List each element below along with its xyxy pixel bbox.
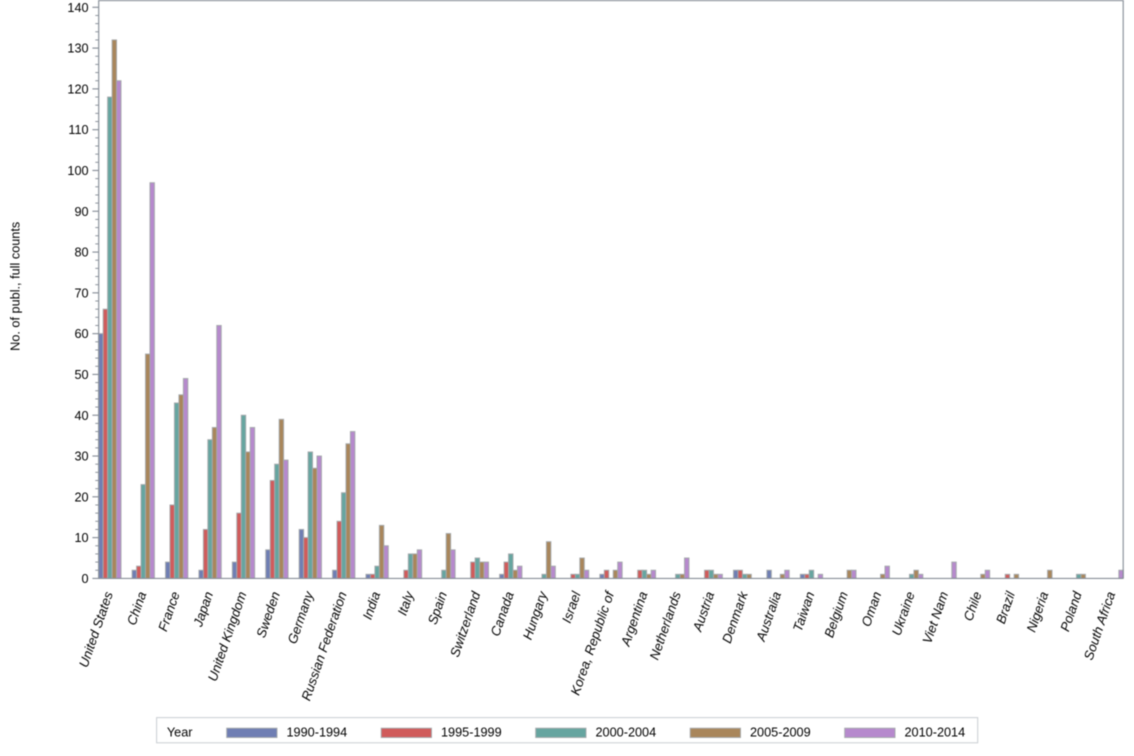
svg-text:Viet Nam: Viet Nam [919, 590, 951, 646]
svg-text:Israel: Israel [559, 589, 584, 625]
svg-text:South Africa: South Africa [1081, 590, 1118, 662]
svg-text:1990-1994: 1990-1994 [287, 725, 348, 739]
svg-text:Poland: Poland [1057, 589, 1085, 633]
svg-text:France: France [155, 590, 183, 634]
svg-text:110: 110 [68, 123, 88, 137]
svg-text:0: 0 [82, 572, 89, 586]
svg-text:Taiwan: Taiwan [790, 590, 818, 634]
svg-text:120: 120 [67, 82, 88, 96]
svg-text:Italy: Italy [395, 588, 418, 617]
svg-text:Nigeria: Nigeria [1024, 590, 1052, 634]
svg-text:60: 60 [74, 327, 88, 341]
svg-text:Netherlands: Netherlands [647, 589, 684, 662]
svg-text:Hungary: Hungary [520, 588, 551, 641]
svg-text:Denmark: Denmark [719, 588, 751, 645]
svg-text:140: 140 [67, 1, 88, 15]
svg-text:30: 30 [74, 450, 88, 464]
svg-text:Spain: Spain [425, 590, 450, 627]
svg-text:10: 10 [74, 531, 88, 545]
svg-text:90: 90 [74, 205, 88, 219]
svg-text:Japan: Japan [190, 590, 216, 630]
svg-text:80: 80 [74, 246, 88, 260]
svg-text:40: 40 [74, 409, 88, 423]
svg-text:No. of publ., full counts: No. of publ., full counts [9, 222, 23, 351]
svg-text:Australia: Australia [753, 590, 784, 644]
svg-text:2000-2004: 2000-2004 [596, 725, 657, 739]
svg-text:Year: Year [167, 725, 193, 739]
svg-text:Brazil: Brazil [993, 589, 1018, 626]
svg-text:India: India [360, 590, 383, 622]
svg-text:Ukraine: Ukraine [889, 590, 918, 638]
svg-text:130: 130 [67, 42, 88, 56]
svg-text:China: China [124, 590, 149, 627]
svg-text:Belgium: Belgium [821, 590, 851, 640]
svg-text:Sweden: Sweden [253, 590, 283, 640]
svg-text:70: 70 [74, 286, 88, 300]
svg-text:100: 100 [67, 164, 88, 178]
svg-text:Chile: Chile [961, 590, 985, 623]
svg-text:Oman: Oman [858, 590, 884, 629]
svg-text:2005-2009: 2005-2009 [750, 725, 811, 739]
svg-text:2010-2014: 2010-2014 [905, 725, 966, 739]
svg-text:Argentina: Argentina [618, 590, 651, 649]
svg-text:50: 50 [74, 368, 88, 382]
svg-text:United States: United States [76, 589, 116, 669]
svg-text:Austria: Austria [689, 590, 717, 635]
svg-text:Switzerland: Switzerland [447, 589, 484, 659]
svg-text:20: 20 [74, 490, 88, 504]
svg-text:Canada: Canada [488, 590, 517, 639]
svg-text:Germany: Germany [285, 588, 317, 645]
svg-text:1995-1999: 1995-1999 [441, 725, 502, 739]
